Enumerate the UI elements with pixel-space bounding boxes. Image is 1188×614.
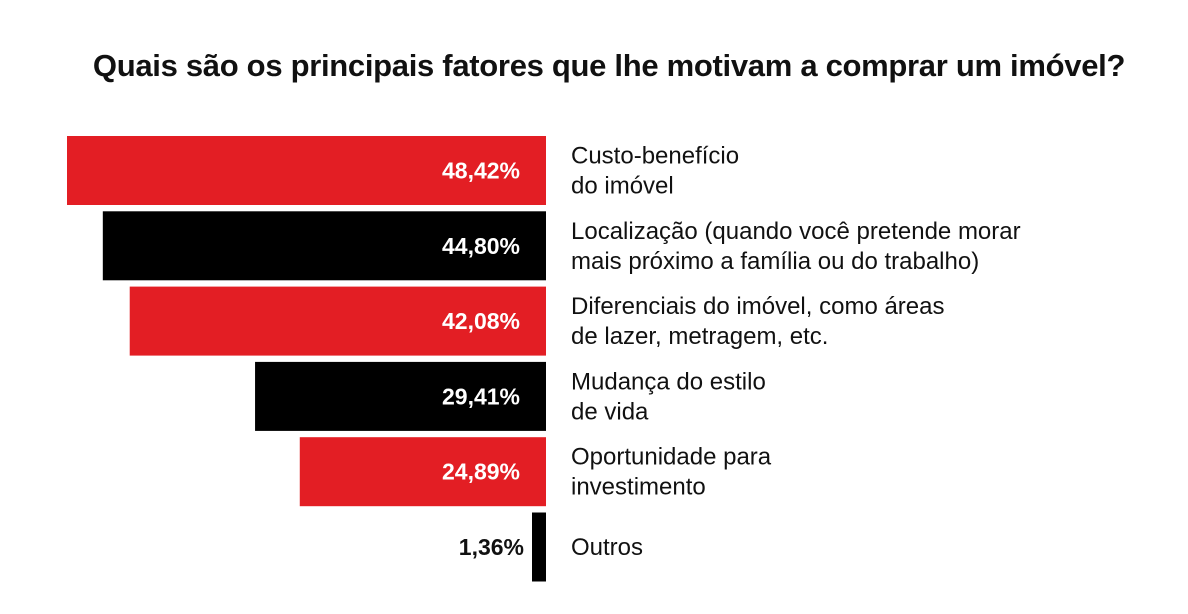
bar-value-label-5: 1,36%: [459, 534, 524, 560]
bar-2: [129, 286, 547, 356]
chart-title: Quais são os principais fatores que lhe …: [92, 48, 1126, 83]
bar-0: [67, 136, 546, 205]
bar-1: [102, 211, 547, 281]
category-label-5: Outros: [571, 534, 643, 561]
bar-value-label-3: 29,41%: [442, 383, 520, 409]
category-label-1: Localização (quando você pretende morar m…: [571, 218, 1021, 275]
category-label-3: Mudança do estilo de vida: [571, 368, 766, 425]
category-label-2: Diferenciais do imóvel, como áreas de laz…: [571, 293, 945, 350]
category-label-0: Custo-benefício do imóvel: [571, 143, 739, 200]
bar-value-label-1: 44,80%: [442, 233, 520, 259]
bar-value-label-2: 42,08%: [442, 308, 520, 334]
bar-value-label-4: 24,89%: [442, 459, 520, 485]
bar-5: [532, 512, 546, 582]
bar-3: [255, 361, 546, 431]
category-label-4: Oportunidade para investimento: [571, 444, 772, 501]
bar-4: [299, 437, 546, 507]
bar-value-label-0: 48,42%: [442, 158, 520, 184]
